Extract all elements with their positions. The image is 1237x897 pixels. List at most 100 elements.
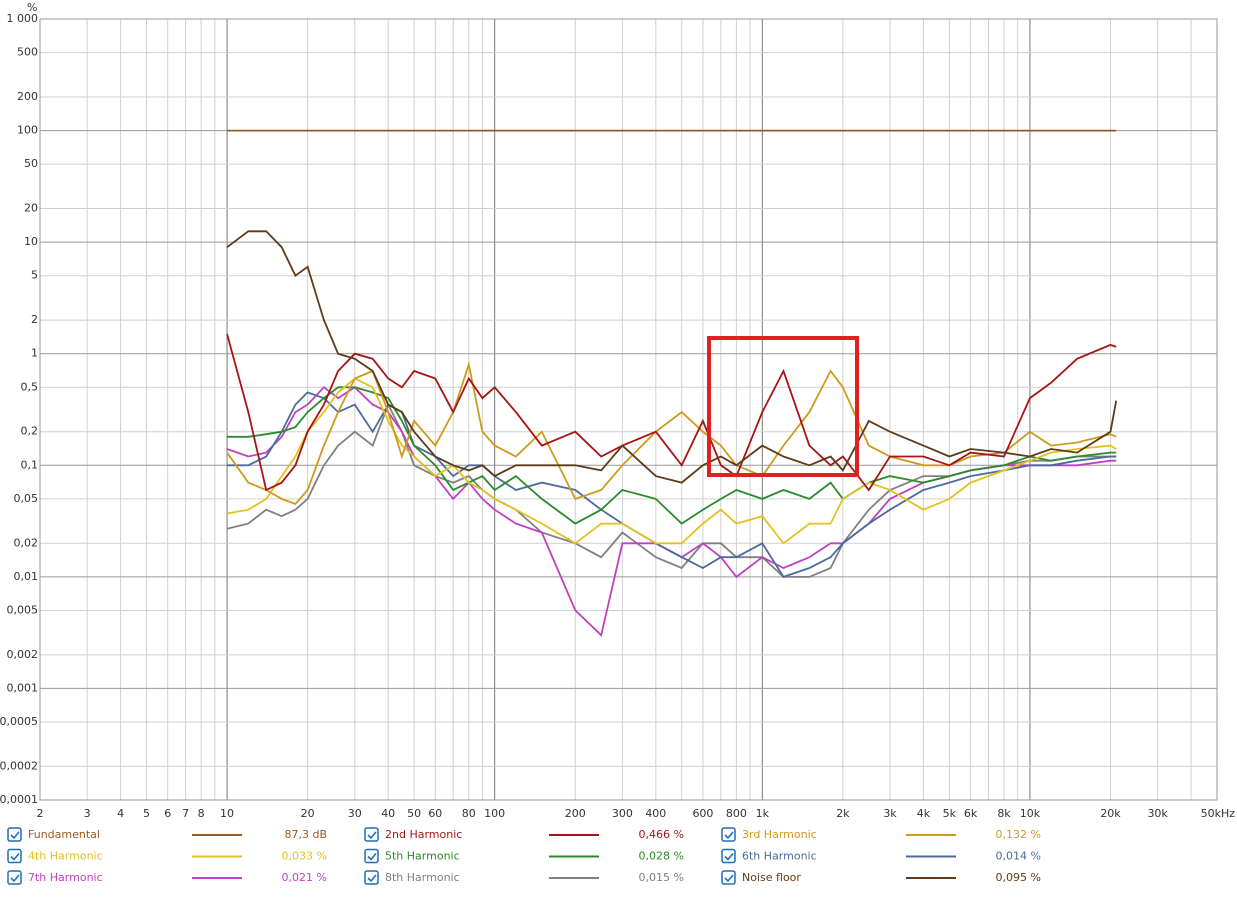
x-tick-label: 100: [484, 807, 505, 820]
x-tick-label: 40: [381, 807, 395, 820]
x-tick-label: 400: [645, 807, 666, 820]
checkbox-check: [724, 831, 734, 840]
legend-name: 7th Harmonic: [28, 871, 103, 884]
legend-checkbox[interactable]: [364, 827, 379, 842]
legend-checkbox[interactable]: [7, 870, 22, 885]
x-tick-label: 5k: [943, 807, 957, 820]
series-line: [227, 391, 1117, 578]
x-tick-label: 800: [726, 807, 747, 820]
x-tick-label: 1k: [756, 807, 770, 820]
legend-checkbox[interactable]: [721, 848, 736, 864]
legend-name: 2nd Harmonic: [385, 828, 462, 841]
checkbox-check: [10, 852, 20, 861]
x-tick-label: 3: [84, 807, 91, 820]
checkbox-check: [724, 874, 734, 883]
y-tick-label: 0,0001: [0, 793, 38, 806]
checkbox-check: [367, 831, 377, 840]
y-tick-label: 200: [17, 90, 38, 103]
checkbox-check: [10, 831, 20, 840]
highlight-box: [707, 336, 859, 477]
checkbox-check: [367, 874, 377, 883]
x-tick-label: 2: [37, 807, 44, 820]
y-tick-label: 0,0002: [0, 759, 38, 772]
x-tick-label: 3k: [883, 807, 897, 820]
legend-name: 4th Harmonic: [28, 850, 103, 863]
y-tick-label: 0,05: [14, 492, 39, 505]
x-tick-label: 5: [143, 807, 150, 820]
legend-checkbox[interactable]: [721, 827, 736, 842]
x-tick-label: 7: [182, 807, 189, 820]
series-line: [226, 377, 1117, 545]
x-tick-label: 6: [164, 807, 171, 820]
y-tick-label: 100: [17, 124, 38, 137]
x-tick-label: 4: [117, 807, 124, 820]
x-tick-label: 600: [692, 807, 713, 820]
legend-value: 87,3 dB: [284, 828, 327, 841]
x-tick-label: 10: [220, 807, 234, 820]
y-tick-label: 500: [17, 46, 38, 59]
legend-name: Fundamental: [28, 828, 100, 841]
y-tick-label: 0,01: [14, 570, 39, 583]
series-line: [226, 230, 1118, 484]
y-axis-unit: %: [27, 1, 37, 14]
legend-value: 0,466 %: [639, 828, 684, 841]
legend-checkbox[interactable]: [7, 827, 22, 842]
legend-checkbox[interactable]: [7, 848, 22, 864]
checkbox-check: [724, 852, 734, 861]
x-tick-label: 6k: [964, 807, 978, 820]
series-line: [226, 333, 1117, 492]
legend-checkbox[interactable]: [364, 848, 379, 864]
legend-name: Noise floor: [742, 871, 801, 884]
x-tick-label: 8: [198, 807, 205, 820]
x-tick-label: 2k: [836, 807, 850, 820]
y-tick-label: 20: [24, 202, 38, 215]
y-tick-label: 0,005: [7, 603, 39, 616]
x-tick-label: 10k: [1020, 807, 1041, 820]
y-tick-label: 0,001: [7, 681, 39, 694]
series-line: [226, 360, 1117, 506]
x-tick-label: 30: [348, 807, 362, 820]
legend-name: 5th Harmonic: [385, 850, 460, 863]
x-tick-label: 60: [428, 807, 442, 820]
y-tick-label: 0,5: [21, 380, 39, 393]
x-tick-label: 300: [612, 807, 633, 820]
legend-value: 0,033 %: [282, 850, 327, 863]
y-tick-label: 1: [31, 347, 38, 360]
legend-checkbox[interactable]: [721, 870, 736, 885]
y-tick-label: 10: [24, 235, 38, 248]
y-tick-label: 0,1: [21, 458, 39, 471]
x-tick-label: 80: [462, 807, 476, 820]
y-tick-label: 0,002: [7, 648, 39, 661]
legend-name: 3rd Harmonic: [742, 828, 817, 841]
legend-value: 0,028 %: [639, 850, 684, 863]
legend-checkbox[interactable]: [364, 870, 379, 885]
x-tick-label: 50kHz: [1201, 807, 1236, 820]
legend-name: 8th Harmonic: [385, 871, 460, 884]
series-line: [227, 386, 1117, 525]
checkbox-check: [367, 852, 377, 861]
legend-value: 0,015 %: [639, 871, 684, 884]
x-tick-label: 50: [407, 807, 421, 820]
y-tick-label: 0,2: [21, 425, 39, 438]
y-tick-label: 1 000: [7, 12, 39, 25]
y-tick-label: 0,02: [14, 536, 39, 549]
legend-name: 6th Harmonic: [742, 850, 817, 863]
x-tick-label: 4k: [917, 807, 931, 820]
x-tick-label: 8k: [997, 807, 1011, 820]
legend-value: 0,095 %: [996, 871, 1041, 884]
y-tick-label: 2: [31, 313, 38, 326]
x-tick-label: 200: [565, 807, 586, 820]
y-tick-label: 0,0005: [0, 715, 38, 728]
series-line: [226, 402, 1117, 578]
plot-border: [39, 18, 1218, 801]
y-tick-label: 5: [31, 269, 38, 282]
legend-value: 0,132 %: [996, 828, 1041, 841]
x-tick-label: 20: [301, 807, 315, 820]
legend-value: 0,014 %: [996, 850, 1041, 863]
x-tick-label: 20k: [1100, 807, 1121, 820]
x-tick-label: 30k: [1147, 807, 1168, 820]
legend-value: 0,021 %: [282, 871, 327, 884]
y-tick-label: 50: [24, 157, 38, 170]
